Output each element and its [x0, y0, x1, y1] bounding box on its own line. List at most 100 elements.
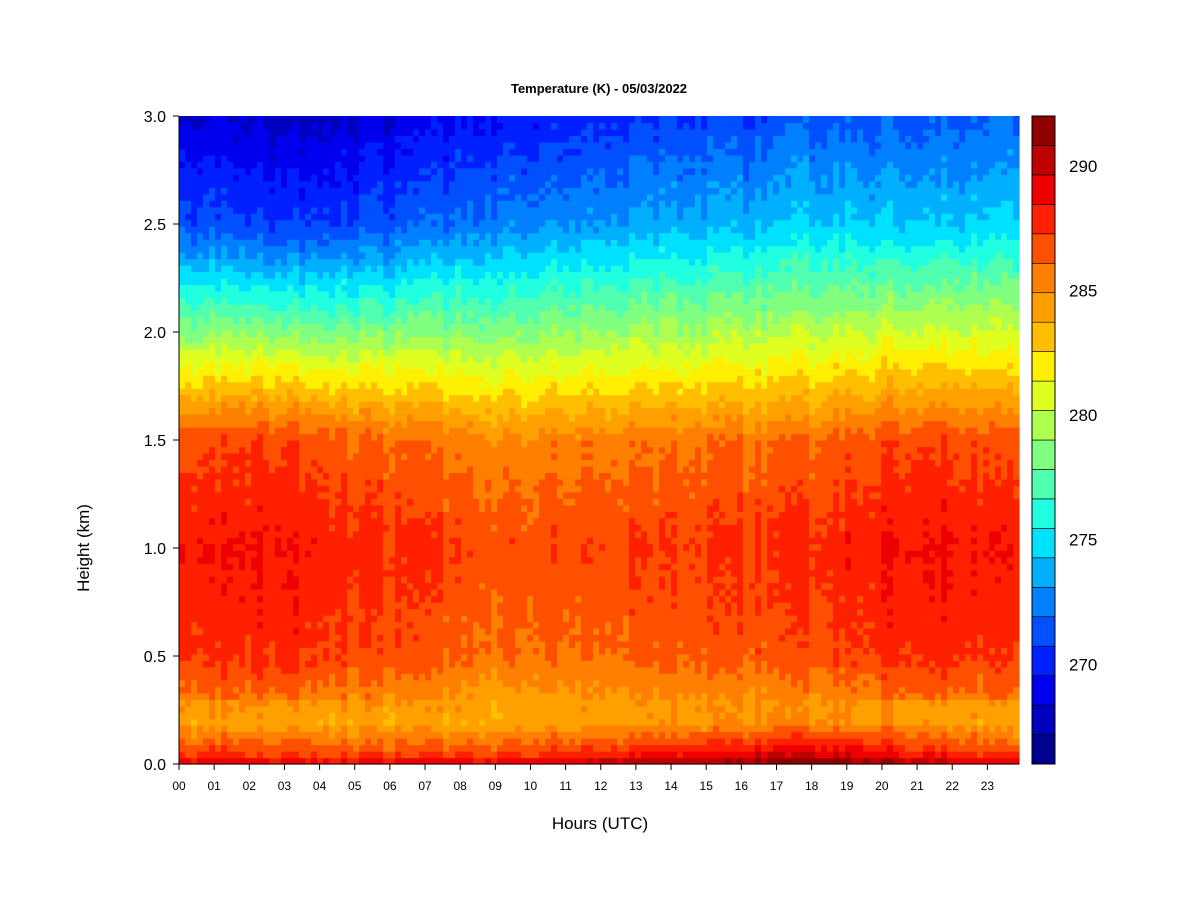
- heatmap-cell: [455, 381, 462, 389]
- heatmap-cell: [179, 226, 186, 234]
- heatmap-cell: [437, 232, 444, 240]
- heatmap-cell: [401, 154, 408, 162]
- heatmap-cell: [317, 595, 324, 603]
- heatmap-cell: [191, 297, 198, 305]
- heatmap-cell: [329, 757, 336, 765]
- heatmap-cell: [221, 161, 228, 169]
- heatmap-cell: [347, 524, 354, 532]
- heatmap-cell: [317, 329, 324, 337]
- heatmap-cell: [269, 602, 276, 610]
- heatmap-cell: [455, 394, 462, 402]
- heatmap-cell: [239, 323, 246, 331]
- heatmap-cell: [323, 128, 330, 137]
- heatmap-cell: [461, 576, 468, 584]
- heatmap-cell: [245, 556, 252, 564]
- heatmap-cell: [413, 614, 420, 623]
- heatmap-cell: [251, 116, 258, 124]
- heatmap-cell: [293, 452, 300, 461]
- heatmap-cell: [389, 524, 396, 532]
- heatmap-cell: [353, 375, 360, 383]
- heatmap-cell: [221, 128, 228, 137]
- heatmap-cell: [377, 388, 384, 396]
- heatmap-cell: [305, 213, 312, 221]
- heatmap-cell: [197, 679, 204, 687]
- heatmap-cell: [341, 679, 348, 687]
- heatmap-cell: [215, 705, 222, 713]
- heatmap-cell: [473, 465, 480, 473]
- heatmap-cell: [389, 200, 396, 208]
- heatmap-cell: [245, 738, 252, 746]
- heatmap-cell: [197, 258, 204, 266]
- heatmap-cell: [275, 738, 282, 746]
- heatmap-cell: [227, 427, 234, 435]
- heatmap-cell: [413, 705, 420, 713]
- heatmap-cell: [467, 226, 474, 234]
- heatmap-cell: [467, 679, 474, 687]
- heatmap-cell: [443, 219, 450, 227]
- heatmap-cell: [287, 517, 294, 525]
- heatmap-cell: [461, 342, 468, 350]
- heatmap-cell: [359, 375, 366, 383]
- heatmap-cell: [437, 537, 444, 545]
- heatmap-cell: [473, 589, 480, 597]
- heatmap-cell: [287, 239, 294, 247]
- heatmap-cell: [239, 342, 246, 350]
- heatmap-cell: [341, 206, 348, 214]
- heatmap-cell: [335, 232, 342, 240]
- heatmap-cell: [467, 303, 474, 311]
- heatmap-cell: [401, 537, 408, 545]
- heatmap-cell: [473, 420, 480, 428]
- heatmap-cell: [269, 310, 276, 318]
- heatmap-cell: [419, 297, 426, 305]
- heatmap-cell: [311, 614, 318, 623]
- heatmap-cell: [221, 530, 228, 538]
- heatmap-cell: [371, 602, 378, 610]
- heatmap-cell: [281, 414, 288, 422]
- heatmap-cell: [197, 290, 204, 299]
- heatmap-cell: [269, 673, 276, 681]
- heatmap-cell: [401, 427, 408, 435]
- heatmap-cell: [401, 731, 408, 739]
- heatmap-cell: [455, 569, 462, 577]
- heatmap-cell: [371, 271, 378, 279]
- heatmap-cell: [245, 336, 252, 344]
- heatmap-cell: [341, 401, 348, 409]
- heatmap-cell: [425, 187, 432, 195]
- heatmap-cell: [437, 271, 444, 279]
- heatmap-cell: [383, 135, 390, 143]
- heatmap-cell: [281, 485, 288, 493]
- heatmap-cell: [455, 504, 462, 512]
- heatmap-cell: [371, 323, 378, 331]
- heatmap-cell: [449, 582, 456, 590]
- heatmap-cell: [449, 316, 456, 324]
- heatmap-cell: [191, 725, 198, 733]
- heatmap-cell: [191, 556, 198, 564]
- heatmap-cell: [353, 595, 360, 603]
- heatmap-cell: [269, 660, 276, 668]
- heatmap-cell: [365, 206, 372, 214]
- heatmap-cell: [287, 472, 294, 480]
- heatmap-cell: [263, 627, 270, 635]
- heatmap-cell: [353, 491, 360, 499]
- heatmap-cell: [215, 128, 222, 137]
- heatmap-cell: [197, 627, 204, 635]
- heatmap-cell: [365, 245, 372, 253]
- heatmap-cell: [377, 614, 384, 623]
- heatmap-cell: [275, 388, 282, 396]
- heatmap-cell: [359, 278, 366, 286]
- heatmap-cell: [329, 589, 336, 597]
- heatmap-cell: [275, 167, 282, 175]
- heatmap-cell: [473, 686, 480, 694]
- heatmap-cell: [239, 459, 246, 467]
- heatmap-cell: [275, 135, 282, 143]
- heatmap-cell: [467, 388, 474, 396]
- heatmap-cell: [341, 537, 348, 545]
- heatmap-cell: [209, 673, 216, 681]
- heatmap-cell: [443, 524, 450, 532]
- heatmap-cell: [473, 660, 480, 668]
- heatmap-cell: [419, 303, 426, 311]
- heatmap-cell: [299, 478, 306, 486]
- heatmap-cell: [185, 427, 192, 435]
- heatmap-cell: [431, 679, 438, 687]
- heatmap-cell: [329, 128, 336, 137]
